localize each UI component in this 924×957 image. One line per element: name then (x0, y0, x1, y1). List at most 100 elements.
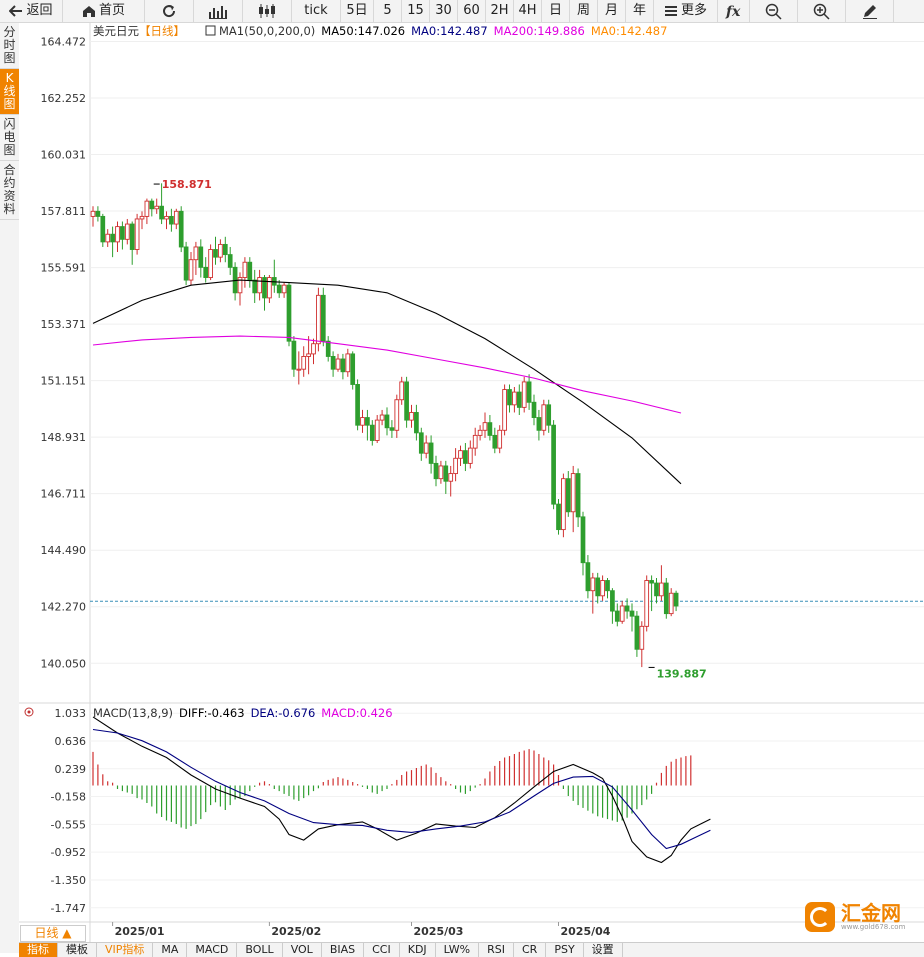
candle-body (595, 577, 601, 597)
candle-body (399, 381, 405, 401)
indicator-tab-8[interactable]: CCI (364, 943, 400, 957)
price-tick-label: 140.050 (41, 657, 87, 670)
candle-body (164, 215, 169, 220)
price-legend-item: MA1(50,0,200,0) (219, 24, 315, 38)
price-tick-label: 157.811 (41, 205, 87, 218)
indicator-tab-4[interactable]: MACD (187, 943, 238, 957)
candle-body (414, 412, 419, 434)
toolbar-btn-period-11[interactable]: 2H (486, 0, 514, 22)
toolbar-btn-period-13[interactable]: 日 (542, 0, 570, 22)
candle-body (355, 384, 360, 426)
candle-body (497, 429, 503, 449)
indicator-tab-14[interactable]: 设置 (584, 943, 623, 957)
candle-body (639, 625, 645, 650)
indicator-tab-9[interactable]: KDJ (400, 943, 436, 957)
candle-body (169, 215, 174, 225)
candle-body (115, 226, 120, 243)
price-tick-label: 148.931 (41, 431, 87, 444)
chart-background (19, 23, 924, 942)
toolbar-btn-period-8[interactable]: 15 (402, 0, 430, 22)
candle-body (340, 358, 346, 373)
candle-body (267, 277, 272, 299)
candle-body (129, 223, 135, 250)
toolbar-btn-period-5[interactable]: tick (292, 0, 341, 22)
candle-body (320, 294, 326, 342)
toolbar-btn-back-arrow[interactable]: 返回 (0, 0, 63, 22)
logo-icon (805, 902, 835, 932)
toolbar-btn-period-14[interactable]: 周 (570, 0, 598, 22)
toolbar-btn-period-15[interactable]: 月 (598, 0, 626, 22)
candle-body (134, 218, 140, 250)
period-selector-button[interactable]: 日线 ▲ (20, 925, 86, 942)
toolbar-label: 年 (632, 3, 646, 18)
x-tick-label: 2025/02 (271, 925, 321, 938)
indicator-tab-10[interactable]: LW% (436, 943, 480, 957)
toolbar-candle-button[interactable] (243, 0, 292, 22)
candle-body (502, 389, 507, 431)
indicator-tab-13[interactable]: PSY (546, 943, 584, 957)
candle-body (438, 465, 444, 480)
candle-body (301, 356, 307, 370)
indicator-tab-2[interactable]: VIP指标 (97, 943, 154, 957)
toolbar-btn-menu[interactable]: 更多 (654, 0, 718, 22)
toolbar-btn-period-10[interactable]: 60 (458, 0, 486, 22)
candle-body (242, 261, 248, 278)
indicator-tab-12[interactable]: CR (514, 943, 547, 957)
indicator-tab-1[interactable]: 模板 (58, 943, 97, 957)
toolbar-label: 15 (407, 3, 424, 18)
candle-body (477, 429, 483, 436)
price-tick-label: 146.711 (41, 488, 87, 501)
price-legend-item: MA200:149.886 (494, 24, 585, 38)
price-tick-label: 142.270 (41, 601, 87, 614)
candle-body (453, 457, 458, 475)
toolbar-refresh-button[interactable] (145, 0, 194, 22)
toolbar: 返回 首页 tick 5日 5 15 30 60 2H 4H 日周月年 更多 fx (0, 0, 924, 23)
menu-icon (664, 5, 678, 17)
toolbar-zoom-in-button[interactable] (798, 0, 846, 22)
indicator-tab-bar: 指标 模板 VIP指标 MA MACD BOLL VOL BIAS CCI KDJ LW% RSI CR… (19, 942, 924, 957)
indicator-tab-7[interactable]: BIAS (322, 943, 365, 957)
candle-body (649, 580, 654, 584)
toolbar-zoom-out-button[interactable] (750, 0, 798, 22)
refresh-icon (161, 3, 177, 19)
candle-body (306, 353, 311, 357)
candle-body (374, 419, 380, 441)
macd-legend-item: DIFF:-0.463 (179, 706, 245, 720)
candle-body (350, 353, 356, 385)
candle-body (330, 356, 336, 370)
toolbar-bar-chart-button[interactable] (194, 0, 243, 22)
toolbar-fx-button[interactable]: fx (718, 0, 750, 22)
candle-body (516, 391, 522, 408)
indicator-tab-3[interactable]: MA (153, 943, 188, 957)
candle-body (482, 422, 488, 431)
side-tab-2[interactable]: 闪电图 (0, 115, 19, 161)
candle-body (90, 210, 96, 217)
candle-body (183, 246, 189, 281)
toolbar-btn-home[interactable]: 首页 (63, 0, 145, 22)
indicator-tab-0[interactable]: 指标 (19, 943, 58, 957)
home-icon (82, 5, 96, 18)
side-tab-1[interactable]: K线图 (0, 69, 19, 115)
macd-tick-label: -0.555 (51, 818, 86, 831)
candle-body (673, 592, 679, 607)
side-tab-3[interactable]: 合约资料 (0, 161, 19, 220)
indicator-tab-11[interactable]: RSI (479, 943, 514, 957)
candle-body (237, 277, 243, 294)
indicator-tab-6[interactable]: VOL (283, 943, 322, 957)
toolbar-pen-button[interactable] (846, 0, 894, 22)
toolbar-label: 返回 (26, 3, 53, 18)
toolbar-btn-period-7[interactable]: 5 (374, 0, 402, 22)
price-tick-label: 155.591 (41, 262, 87, 275)
price-tick-label: 153.371 (41, 318, 87, 331)
toolbar-btn-period-12[interactable]: 4H (514, 0, 542, 22)
candle-body (546, 404, 552, 426)
toolbar-btn-period-6[interactable]: 5日 (341, 0, 374, 22)
candle-body (418, 432, 424, 454)
macd-tick-label: -0.952 (51, 846, 86, 859)
indicator-tab-5[interactable]: BOLL (237, 943, 283, 957)
toolbar-btn-period-16[interactable]: 年 (626, 0, 654, 22)
candle-body (281, 284, 287, 294)
x-tick-label: 2025/03 (414, 925, 464, 938)
side-tab-0[interactable]: 分时图 (0, 23, 19, 69)
toolbar-btn-period-9[interactable]: 30 (430, 0, 458, 22)
